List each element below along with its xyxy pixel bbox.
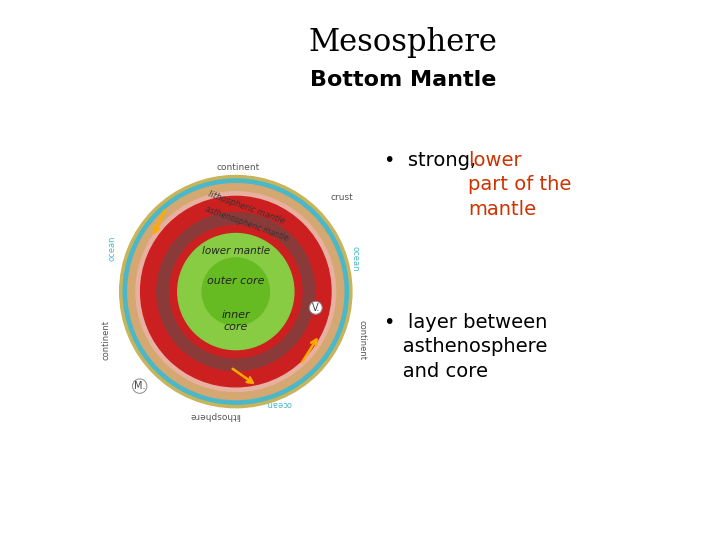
Text: crust: crust [330, 193, 353, 201]
Text: •  strong,: • strong, [384, 151, 482, 170]
Text: V.: V. [312, 303, 320, 313]
Text: continent: continent [217, 163, 260, 172]
Text: continent: continent [102, 320, 111, 360]
Text: continent: continent [357, 320, 366, 360]
Text: ocean: ocean [266, 400, 292, 408]
Text: ocean: ocean [350, 246, 359, 272]
Text: lower mantle: lower mantle [202, 246, 270, 256]
Circle shape [157, 213, 315, 370]
Text: M.: M. [134, 381, 145, 391]
Circle shape [123, 179, 348, 404]
Text: Bottom Mantle: Bottom Mantle [310, 70, 496, 90]
Circle shape [202, 258, 269, 325]
Circle shape [140, 197, 331, 387]
Text: lower
part of the
mantle: lower part of the mantle [468, 151, 572, 219]
Circle shape [128, 184, 343, 400]
Text: •  layer between
   asthenosphere
   and core: • layer between asthenosphere and core [384, 313, 548, 381]
Text: outer core: outer core [207, 276, 264, 286]
Text: lithospheric mantle: lithospheric mantle [207, 190, 286, 226]
Text: asthenospheric mantle: asthenospheric mantle [204, 205, 289, 244]
Text: lithosphere: lithosphere [189, 411, 240, 420]
Text: inner
core: inner core [222, 310, 250, 332]
Circle shape [120, 176, 352, 408]
Text: Mesosphere: Mesosphere [309, 27, 498, 58]
Text: ocean: ocean [107, 235, 116, 261]
Circle shape [178, 233, 294, 350]
Circle shape [170, 225, 302, 358]
Circle shape [136, 192, 336, 392]
